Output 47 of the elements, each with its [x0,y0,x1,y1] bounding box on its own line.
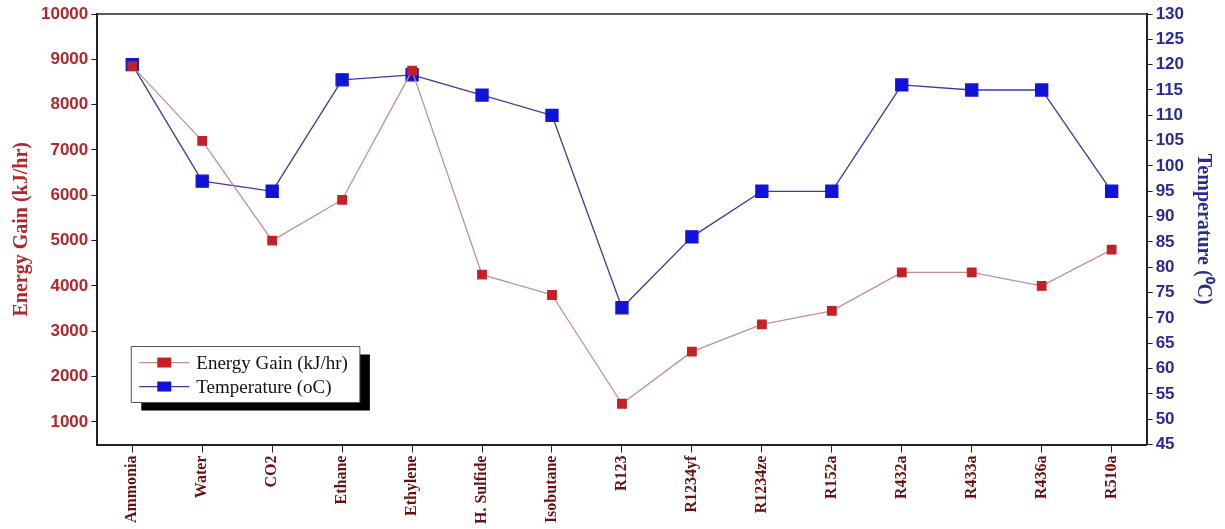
x-tick-label: Isobutane [542,455,560,524]
y-tick-label: 1000 [50,411,89,431]
y2-tick-label: 75 [1155,282,1175,302]
y2-tick-label: 100 [1155,155,1185,175]
x-tick-label: R1234yf [682,454,701,513]
y2-axis-title: Temperature (⁰C) [1192,153,1216,305]
x-tick-label: R433a [961,455,979,500]
y2-tick-label: 45 [1155,434,1175,454]
y-tick-label: 5000 [50,230,89,250]
y2-tick-label: 80 [1155,256,1175,276]
legend-label: Temperature (oC) [196,375,332,398]
y2-tick-label: 115 [1155,79,1184,99]
y2-tick-label: 125 [1155,29,1185,49]
x-tick-label: H. Sulfide [472,455,490,525]
y2-tick-label: 120 [1155,54,1185,74]
legend-label: Energy Gain (kJ/hr) [196,351,348,374]
y-tick-label: 8000 [50,94,89,114]
x-tick-label: R152a [821,455,839,500]
y-tick-label: 9000 [50,49,89,69]
y2-tick-label: 95 [1155,180,1175,200]
x-tick-label: Ethane [332,455,350,505]
y-tick-label: 7000 [50,139,89,159]
y-tick-label: 4000 [50,275,89,295]
x-tick-label: R123 [612,455,630,492]
y2-tick-label: 130 [1155,3,1185,23]
y2-tick-label: 50 [1155,408,1175,428]
y2-tick-label: 70 [1155,307,1175,327]
x-tick-label: CO2 [262,455,280,488]
y2-tick-label: 90 [1155,206,1175,226]
y2-tick-label: 55 [1155,383,1175,403]
y2-tick-label: 110 [1155,104,1184,124]
x-tick-label: R1234ze [752,455,770,514]
y2-tick-label: 105 [1155,130,1185,150]
y-tick-label: 10000 [40,3,89,23]
y-tick-label: 2000 [50,366,89,386]
y-tick-label: 3000 [50,320,89,340]
y-axis-title: Energy Gain (kJ/hr) [9,142,33,317]
x-tick-label: R436a [1031,455,1049,500]
x-tick-label: Water [192,455,210,499]
x-tick-label: R432a [891,455,909,500]
x-tick-label: Ethylene [402,455,421,516]
y2-tick-label: 85 [1155,231,1175,251]
x-tick-label: Ammonia [122,455,140,524]
y2-tick-label: 65 [1155,332,1175,352]
y-tick-label: 6000 [50,184,89,204]
y2-tick-label: 60 [1155,358,1175,378]
x-tick-label: R510a [1101,455,1119,500]
